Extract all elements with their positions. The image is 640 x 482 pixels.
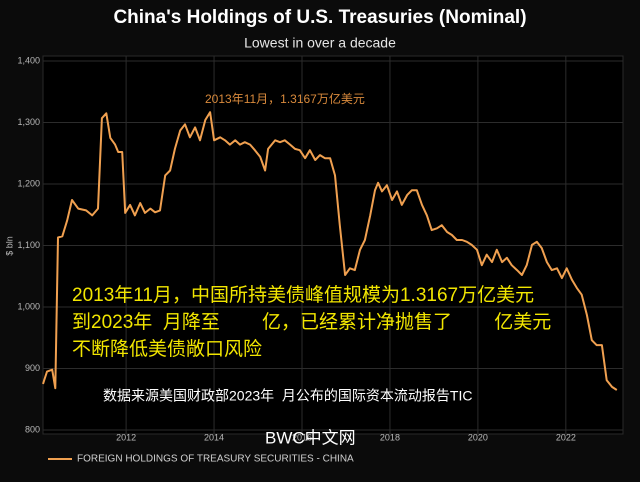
x-tick-label: 2016 [292,432,312,442]
watermark: BWC中文网 [265,428,356,447]
source-note: 数据来源美国财政部2023年 月公布的国际资本流动报告TIC [103,388,472,404]
y-tick-label: 1,300 [17,117,40,127]
y-tick-label: 900 [25,363,40,373]
peak-annotation: 2013年11月，1.3167万亿美元 [205,91,365,106]
x-tick-label: 2014 [204,432,224,442]
x-tick-label: 2020 [468,432,488,442]
overlay-text: 2013年11月，中国所持美债峰值规模为1.3167万亿美元 [72,284,534,306]
y-tick-label: 800 [25,424,40,434]
series-line [42,111,618,391]
chart-subtitle: Lowest in over a decade [244,35,396,51]
x-tick-label: 2022 [556,432,576,442]
y-tick-label: 1,400 [17,55,40,65]
y-tick-label: 1,000 [17,301,40,311]
x-tick-label: 2012 [116,432,136,442]
legend-label: FOREIGN HOLDINGS OF TREASURY SECURITIES … [77,454,354,465]
y-tick-label: 1,200 [17,178,40,188]
y-axis-label: $ bln [4,236,14,256]
chart-title: China's Holdings of U.S. Treasuries (Nom… [113,7,526,28]
y-tick-label: 1,100 [17,240,40,250]
x-tick-label: 2018 [380,432,400,442]
overlay-text: 不断降低美债敞口风险 [72,338,262,360]
overlay-text: 到2023年 月降至 亿，已经累计净抛售了 亿美元 [72,311,551,333]
